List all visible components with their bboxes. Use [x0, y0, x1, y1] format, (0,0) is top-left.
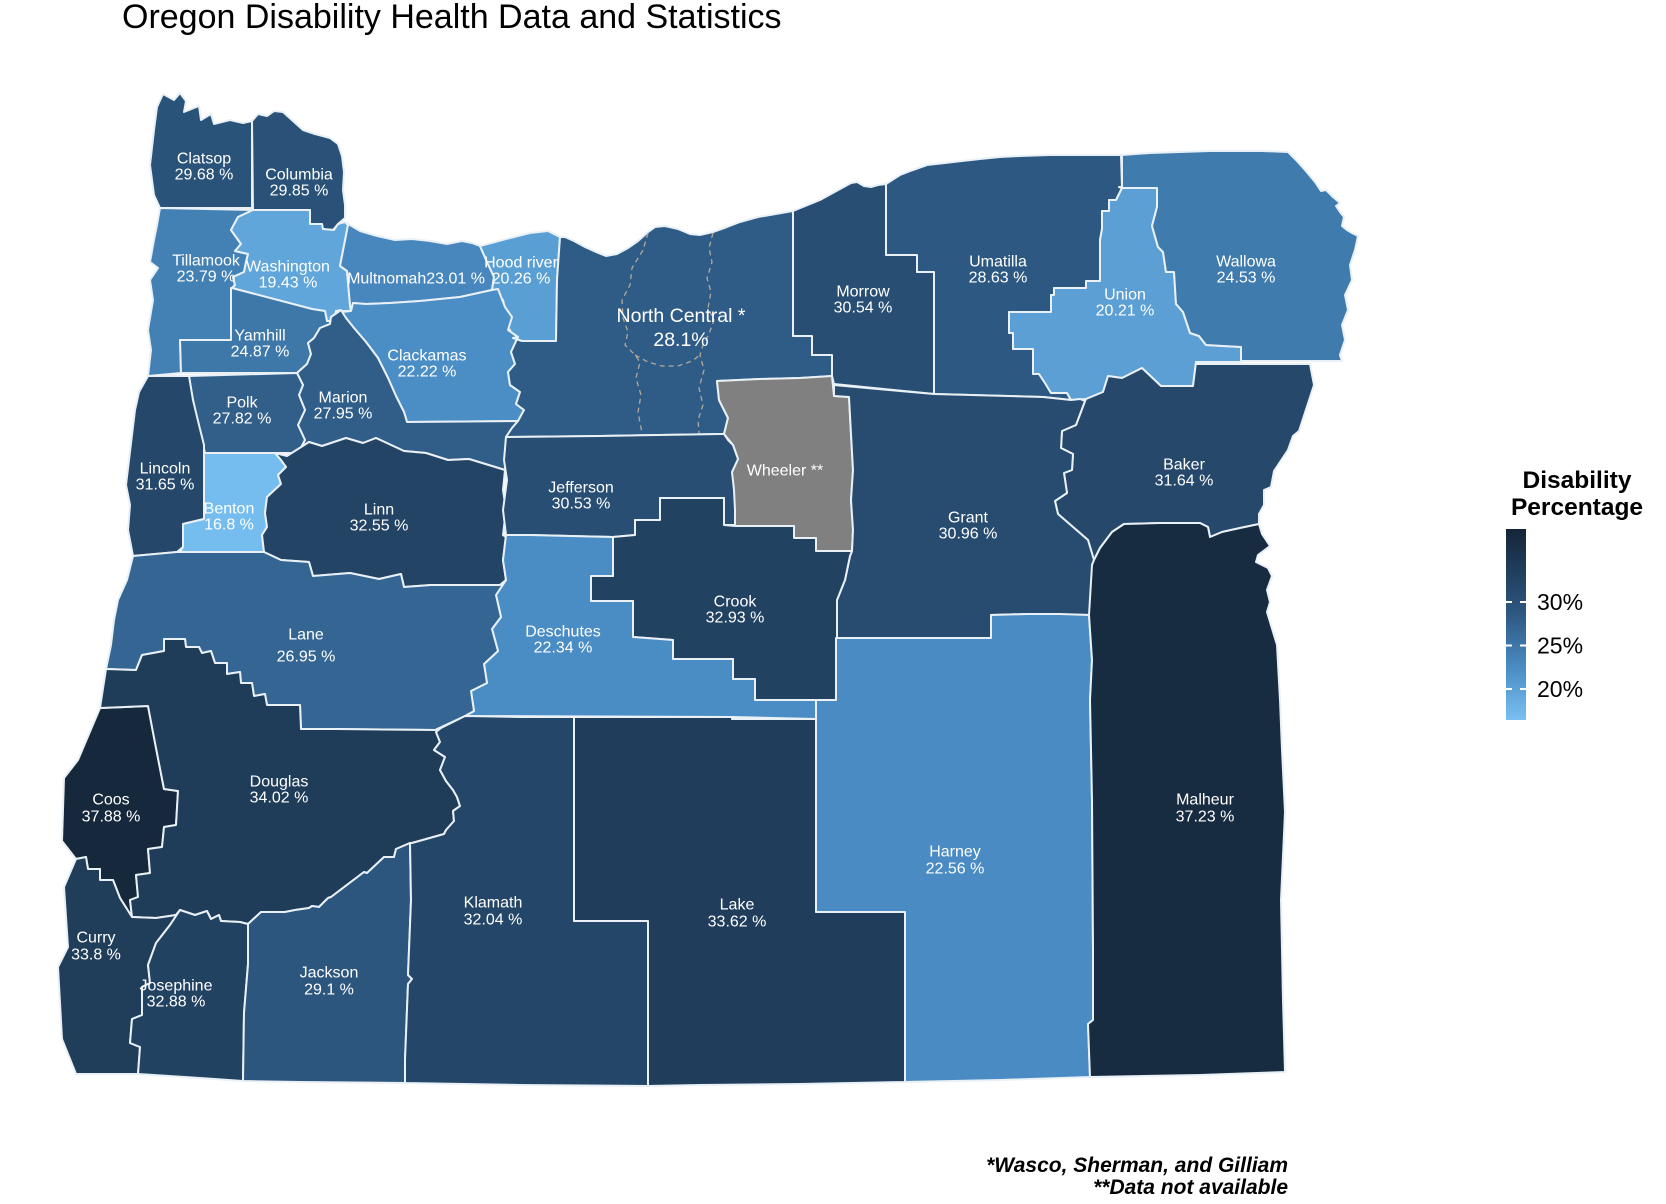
- svg-text:28.63 %: 28.63 %: [969, 270, 1028, 287]
- svg-text:Josephine: Josephine: [140, 978, 213, 995]
- svg-text:Washington: Washington: [246, 259, 330, 276]
- svg-text:22.22 %: 22.22 %: [398, 364, 457, 381]
- svg-text:33.62 %: 33.62 %: [708, 914, 767, 931]
- svg-text:37.23 %: 37.23 %: [1176, 809, 1235, 826]
- svg-text:Grant: Grant: [948, 510, 989, 527]
- svg-text:30.96 %: 30.96 %: [939, 526, 998, 543]
- svg-text:Percentage: Percentage: [1511, 494, 1643, 521]
- svg-text:Crook: Crook: [714, 594, 758, 611]
- svg-text:Baker: Baker: [1163, 457, 1205, 474]
- svg-text:32.55 %: 32.55 %: [350, 518, 409, 535]
- svg-text:Lane: Lane: [288, 627, 324, 644]
- svg-text:Clackamas: Clackamas: [387, 348, 466, 365]
- svg-text:*Wasco, Sherman, and Gilliam: *Wasco, Sherman, and Gilliam: [986, 1154, 1288, 1177]
- svg-text:30.53 %: 30.53 %: [552, 496, 611, 513]
- svg-text:27.82 %: 27.82 %: [213, 411, 272, 428]
- svg-text:Klamath: Klamath: [464, 895, 523, 912]
- svg-text:30.54 %: 30.54 %: [834, 300, 893, 317]
- svg-text:22.56 %: 22.56 %: [926, 861, 985, 878]
- svg-text:27.95 %: 27.95 %: [314, 406, 373, 423]
- svg-text:Benton: Benton: [204, 501, 255, 518]
- svg-text:19.43 %: 19.43 %: [259, 275, 318, 292]
- svg-text:Jackson: Jackson: [300, 965, 359, 982]
- svg-text:Columbia: Columbia: [265, 167, 333, 184]
- svg-text:Deschutes: Deschutes: [525, 624, 601, 641]
- svg-text:32.93 %: 32.93 %: [706, 610, 765, 627]
- svg-text:Wallowa: Wallowa: [1216, 254, 1276, 271]
- svg-text:Lake: Lake: [720, 897, 755, 914]
- svg-text:37.88 %: 37.88 %: [82, 809, 141, 826]
- svg-text:20%: 20%: [1537, 676, 1583, 702]
- svg-text:Coos: Coos: [92, 792, 129, 809]
- svg-text:Linn: Linn: [364, 502, 394, 519]
- svg-text:Umatilla: Umatilla: [969, 254, 1027, 271]
- svg-text:20.21 %: 20.21 %: [1096, 303, 1155, 320]
- svg-text:Oregon Disability Health Data: Oregon Disability Health Data and Statis…: [122, 0, 782, 36]
- svg-text:29.85 %: 29.85 %: [270, 183, 329, 200]
- svg-text:Polk: Polk: [226, 395, 258, 412]
- svg-text:28.1%: 28.1%: [653, 329, 708, 351]
- svg-text:Multnomah23.01 %: Multnomah23.01 %: [347, 271, 485, 288]
- svg-text:Union: Union: [1104, 287, 1146, 304]
- svg-text:Hood river: Hood river: [484, 255, 558, 272]
- svg-text:24.53 %: 24.53 %: [1217, 270, 1276, 287]
- svg-text:23.79 %: 23.79 %: [177, 269, 236, 286]
- svg-text:33.8 %: 33.8 %: [71, 947, 121, 964]
- svg-text:29.1 %: 29.1 %: [304, 982, 354, 999]
- svg-text:29.68 %: 29.68 %: [175, 167, 234, 184]
- svg-text:Morrow: Morrow: [836, 284, 890, 301]
- svg-text:Yamhill: Yamhill: [234, 328, 285, 345]
- svg-text:Douglas: Douglas: [250, 774, 309, 791]
- svg-text:**Data not available: **Data not available: [1093, 1176, 1288, 1199]
- svg-text:16.8 %: 16.8 %: [204, 517, 254, 534]
- svg-text:Malheur: Malheur: [1176, 792, 1234, 809]
- svg-text:32.88 %: 32.88 %: [147, 994, 206, 1011]
- svg-text:Clatsop: Clatsop: [177, 151, 231, 168]
- svg-text:Disability: Disability: [1523, 467, 1632, 494]
- svg-text:34.02 %: 34.02 %: [250, 790, 309, 807]
- svg-text:32.04 %: 32.04 %: [464, 912, 523, 929]
- svg-text:20.26 %: 20.26 %: [492, 271, 551, 288]
- svg-text:22.34 %: 22.34 %: [534, 640, 593, 657]
- svg-text:North Central *: North Central *: [617, 305, 746, 327]
- svg-text:24.87 %: 24.87 %: [231, 344, 290, 361]
- svg-text:30%: 30%: [1537, 589, 1583, 615]
- svg-text:Jefferson: Jefferson: [548, 480, 614, 497]
- svg-text:Lincoln: Lincoln: [140, 461, 191, 478]
- svg-text:Tillamook: Tillamook: [172, 253, 241, 270]
- svg-text:31.64 %: 31.64 %: [1155, 473, 1214, 490]
- svg-text:Harney: Harney: [929, 844, 981, 861]
- svg-text:26.95 %: 26.95 %: [277, 649, 336, 666]
- svg-text:25%: 25%: [1537, 633, 1583, 659]
- svg-text:31.65 %: 31.65 %: [136, 477, 195, 494]
- svg-text:Marion: Marion: [319, 390, 368, 407]
- svg-text:Wheeler **: Wheeler **: [747, 463, 823, 480]
- svg-text:Curry: Curry: [76, 930, 115, 947]
